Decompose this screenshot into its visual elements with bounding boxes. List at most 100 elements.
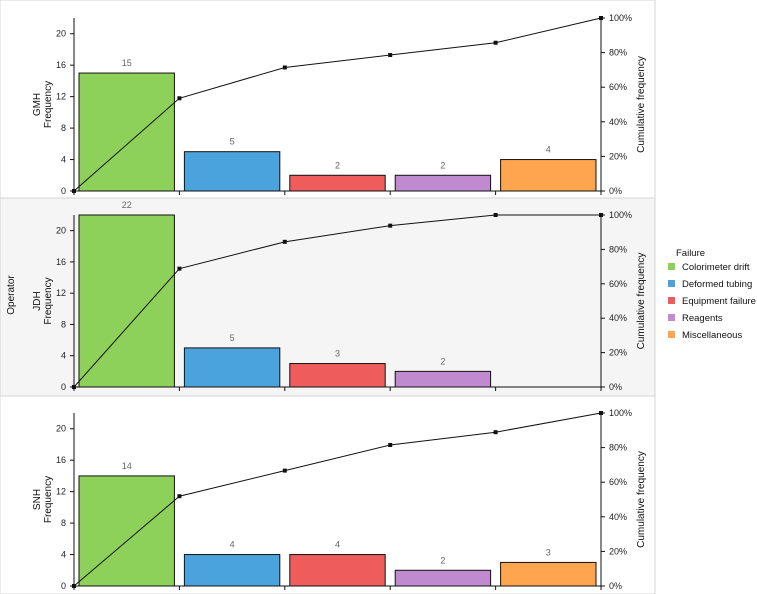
cumulative-point [388, 223, 393, 228]
bar-gmh-1 [78, 72, 175, 192]
cumulative-point [177, 494, 182, 499]
legend-title: Failure [676, 248, 705, 259]
legend-swatch [668, 263, 675, 270]
legend: Failure Colorimeter drift Deformed tubing… [668, 248, 756, 341]
cumulative-point [493, 40, 498, 45]
y-tick-label: 16 [56, 60, 66, 70]
panel-operator-label: JDH [32, 291, 43, 310]
y-right-tick-label: 60% [609, 279, 627, 289]
bar-jdh-1 [78, 214, 175, 388]
cumulative-point [282, 239, 287, 244]
y-right-tick-label: 40% [609, 117, 627, 127]
panel-operator-label: GMH [32, 93, 43, 116]
cumulative-line [73, 17, 602, 192]
bar-gmh-4 [394, 174, 492, 192]
y-right-tick-label: 100% [609, 13, 632, 23]
legend-items: Colorimeter drift Deformed tubing Equipmen… [668, 262, 756, 341]
legend-swatch [668, 331, 675, 338]
cumulative-point [72, 189, 76, 193]
y-right-tick-label: 80% [609, 443, 627, 453]
y-right-tick-label: 0% [609, 382, 622, 392]
y-tick-label: 8 [61, 518, 66, 528]
y-tick-label: 0 [61, 581, 66, 591]
cumulative-point [72, 584, 76, 588]
panel-y-label: Frequency [43, 476, 54, 523]
panel-y-label: Frequency [43, 81, 54, 128]
y-right-tick-label: 20% [609, 546, 627, 556]
data-label: 2 [440, 555, 445, 565]
y-tick-label: 4 [61, 550, 66, 560]
y-tick-label: 8 [61, 123, 66, 133]
y-right-tick-label: 80% [609, 48, 627, 58]
data-label: 22 [122, 200, 132, 210]
cumulative-point [493, 213, 498, 217]
panel-y-right-label: Cumulative frequency [636, 56, 647, 153]
y-tick-label: 20 [56, 424, 66, 434]
legend-item-label: Reagents [682, 313, 723, 324]
data-label: 2 [440, 356, 445, 366]
y-tick-label: 0 [61, 382, 66, 392]
panel-operator-label: SNH [32, 489, 43, 510]
data-label: 4 [335, 540, 340, 550]
y-tick-label: 8 [61, 319, 66, 329]
data-label: 4 [546, 145, 551, 155]
cumulative-line [73, 214, 601, 388]
cumulative-point [599, 213, 603, 217]
data-label: 2 [335, 160, 340, 170]
y-tick-label: 20 [56, 29, 66, 39]
legend-swatch [668, 297, 675, 304]
legend-item-label: Deformed tubing [682, 279, 752, 290]
data-label: 3 [546, 547, 551, 557]
y-right-tick-label: 0% [609, 581, 622, 591]
y-tick-label: 4 [61, 155, 66, 165]
data-label: 15 [122, 58, 132, 68]
cumulative-point [282, 468, 287, 473]
y-tick-label: 12 [56, 288, 66, 298]
panel-y-label: Frequency [43, 277, 54, 324]
bar-gmh-2 [183, 151, 281, 192]
bar-gmh-3 [289, 174, 386, 192]
bar-snh-3 [289, 554, 386, 587]
bar-jdh-2 [183, 347, 281, 388]
data-label: 5 [230, 333, 235, 343]
y-right-tick-label: 80% [609, 244, 627, 254]
y-tick-label: 12 [56, 92, 66, 102]
bar-jdh-3 [289, 363, 386, 388]
y-right-tick-label: 40% [609, 512, 627, 522]
bar-jdh-4 [394, 370, 492, 388]
data-label: 2 [440, 160, 445, 170]
data-label: 5 [230, 137, 235, 147]
cumulative-point [599, 16, 603, 20]
data-label: 3 [335, 349, 340, 359]
legend-item-label: Miscellaneous [682, 330, 742, 341]
y-tick-label: 20 [56, 226, 66, 236]
cumulative-point [493, 430, 498, 435]
y-right-tick-label: 100% [609, 210, 632, 220]
bar-gmh-5 [500, 159, 597, 192]
legend-item-label: Equipment failure [682, 296, 756, 307]
y-tick-label: 16 [56, 455, 66, 465]
panel-y-right-label: Cumulative frequency [636, 253, 647, 350]
y-right-tick-label: 0% [609, 186, 622, 196]
y-tick-label: 4 [61, 351, 66, 361]
y-right-tick-label: 20% [609, 348, 627, 358]
y-tick-label: 16 [56, 257, 66, 267]
y-right-tick-label: 40% [609, 313, 627, 323]
y-right-tick-label: 60% [609, 82, 627, 92]
y-right-tick-label: 20% [609, 151, 627, 161]
panel-gmh: 15 5 2 2 4 0 4 8 12 16 20 0% 20% 40% 60% 80% 100% GMH Freq… [0, 0, 656, 199]
legend-swatch [668, 314, 675, 321]
y-tick-label: 0 [61, 186, 66, 196]
data-label: 4 [230, 540, 235, 550]
cumulative-point [388, 53, 393, 58]
cumulative-point [177, 96, 182, 101]
bar-snh-4 [394, 569, 492, 587]
y-right-tick-label: 60% [609, 477, 627, 487]
bar-snh-5 [500, 561, 597, 587]
legend-item-label: Colorimeter drift [682, 262, 750, 273]
panel-snh: 14 4 4 2 3 0 4 8 12 16 20 0% 20% 40% 60% 80% 100% SNH Freq… [0, 395, 656, 594]
operator-axis-label: Operator [6, 275, 17, 315]
